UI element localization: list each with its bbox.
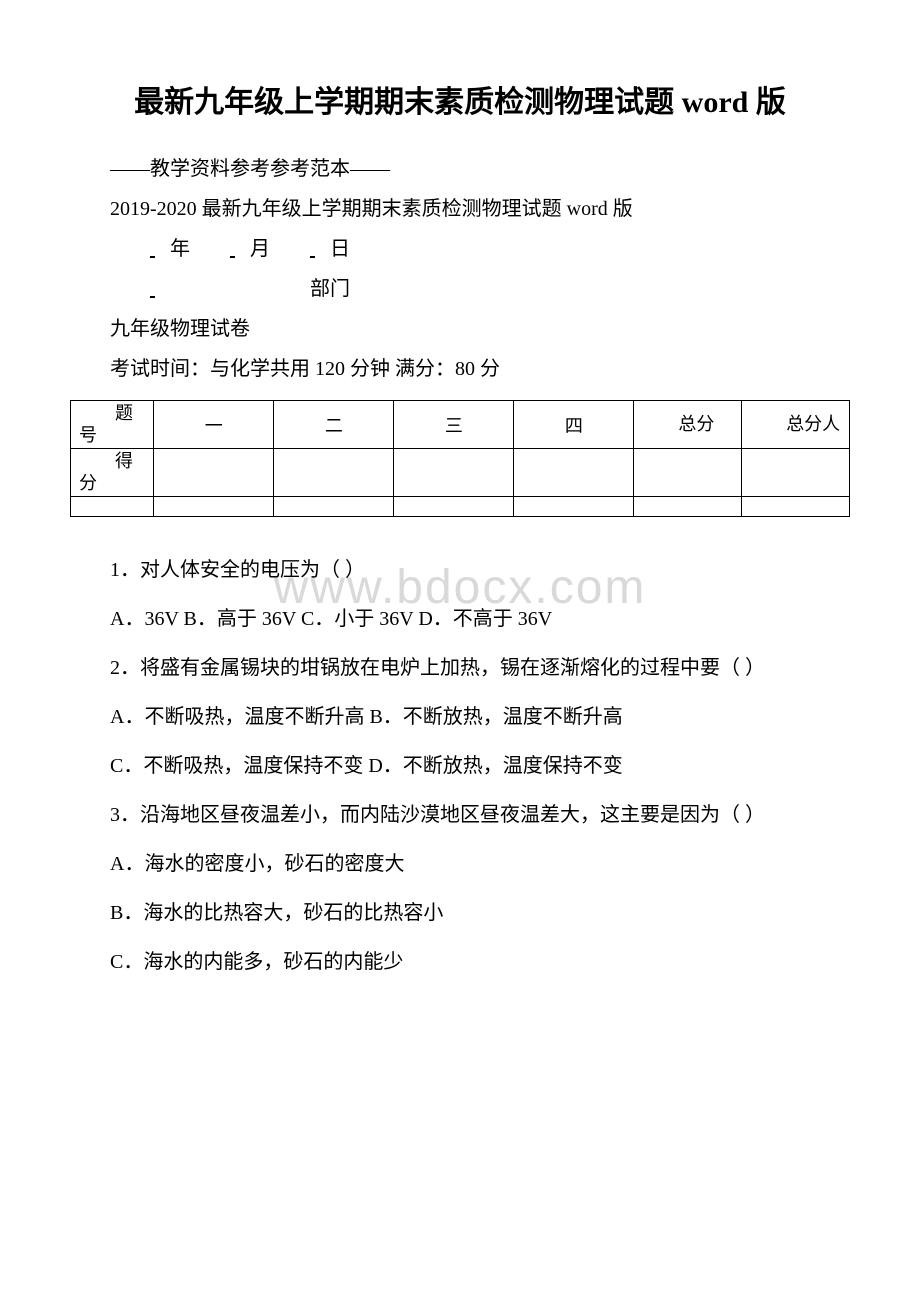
option-text: C．不断吸热，温度保持不变 D．不断放热，温度保持不变 bbox=[70, 748, 850, 785]
subtitle-line: ——教学资料参考参考范本—— bbox=[70, 150, 850, 188]
table-cell bbox=[514, 497, 634, 517]
table-cell bbox=[274, 449, 394, 497]
paper-title: 九年级物理试卷 bbox=[70, 310, 850, 348]
table-cell bbox=[154, 497, 274, 517]
table-cell bbox=[742, 497, 850, 517]
exam-info: 考试时间：与化学共用 120 分钟 满分：80 分 bbox=[70, 350, 850, 388]
table-cell: 总分 bbox=[634, 401, 742, 449]
table-cell bbox=[274, 497, 394, 517]
option-text: A．海水的密度小，砂石的密度大 bbox=[70, 846, 850, 883]
document-content: 最新九年级上学期期末素质检测物理试题 word 版 ——教学资料参考参考范本——… bbox=[70, 80, 850, 981]
table-header-cell: 题号 bbox=[71, 401, 154, 449]
table-cell bbox=[394, 449, 514, 497]
table-cell: 四 bbox=[514, 401, 634, 449]
dept-line: 部门 bbox=[70, 270, 850, 308]
document-title: 最新九年级上学期期末素质检测物理试题 word 版 bbox=[70, 80, 850, 125]
table-cell: 总分人 bbox=[742, 401, 850, 449]
option-text: C．海水的内能多，砂石的内能少 bbox=[70, 944, 850, 981]
table-cell bbox=[634, 449, 742, 497]
table-header-cell: 得分 bbox=[71, 449, 154, 497]
date-line: 年 月 日 bbox=[70, 230, 850, 268]
table-cell: 一 bbox=[154, 401, 274, 449]
table-cell bbox=[742, 449, 850, 497]
table-row: 得分 bbox=[71, 449, 850, 497]
question-text: 3．沿海地区昼夜温差小，而内陆沙漠地区昼夜温差大，这主要是因为（ ） bbox=[70, 797, 850, 834]
question-text: 1．对人体安全的电压为（ ） bbox=[70, 552, 850, 589]
option-text: A．36V B．高于 36V C．小于 36V D．不高于 36V bbox=[70, 601, 850, 638]
version-line: 2019-2020 最新九年级上学期期末素质检测物理试题 word 版 bbox=[70, 190, 850, 228]
table-cell bbox=[514, 449, 634, 497]
table-cell: 三 bbox=[394, 401, 514, 449]
table-cell bbox=[394, 497, 514, 517]
option-text: B．海水的比热容大，砂石的比热容小 bbox=[70, 895, 850, 932]
question-text: 2．将盛有金属锡块的坩锅放在电炉上加热，锡在逐渐熔化的过程中要（ ） bbox=[70, 650, 850, 687]
table-row: 题号 一 二 三 四 总分 总分人 bbox=[71, 401, 850, 449]
table-cell bbox=[154, 449, 274, 497]
table-cell: 二 bbox=[274, 401, 394, 449]
table-cell bbox=[634, 497, 742, 517]
option-text: A．不断吸热，温度不断升高 B．不断放热，温度不断升高 bbox=[70, 699, 850, 736]
table-row bbox=[71, 497, 850, 517]
table-cell bbox=[71, 497, 154, 517]
score-table: 题号 一 二 三 四 总分 总分人 得分 bbox=[70, 400, 850, 517]
